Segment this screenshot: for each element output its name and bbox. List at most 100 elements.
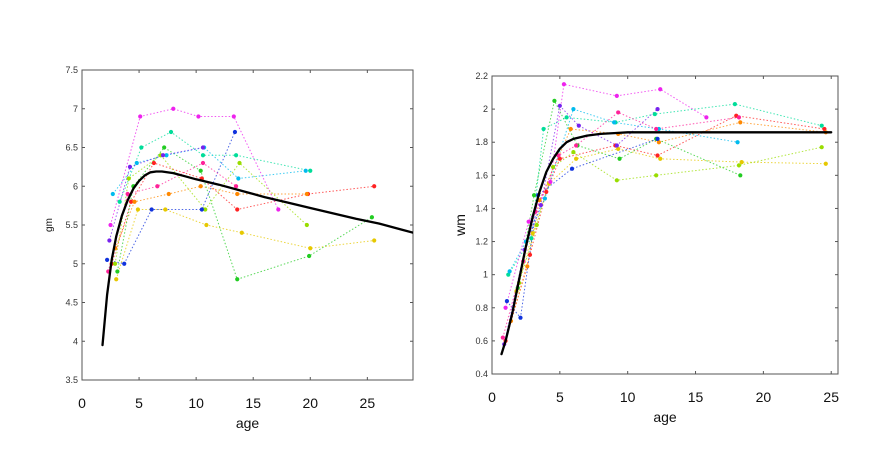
wm-data-point (655, 153, 660, 158)
gm-data-point (372, 238, 377, 243)
wm-data-point (542, 196, 548, 201)
wm-data-point (612, 120, 617, 125)
wm-ytick-label: 2 (483, 104, 488, 114)
gm-ytick-label: 7.5 (65, 65, 78, 75)
wm-data-point (655, 107, 660, 112)
wm-ytick-label: 0.8 (475, 303, 488, 313)
wm-data-point (658, 87, 663, 92)
gm-ytick-label: 6.5 (65, 143, 78, 153)
wm-data-point (504, 299, 510, 304)
wm-data-point (500, 335, 505, 340)
wm-data-point (823, 161, 828, 166)
gm-data-point (198, 184, 203, 189)
wm-data-point (525, 264, 530, 269)
wm-data-point (736, 115, 742, 120)
gm-data-point (204, 222, 209, 228)
gm-data-point (308, 246, 313, 251)
wm-data-point (569, 166, 575, 171)
wm-data-point (526, 219, 531, 224)
wm-data-point (616, 110, 621, 115)
wm-ylabel: wm (452, 214, 468, 237)
gm-ytick-label: 5.5 (65, 220, 78, 230)
gm-data-point (196, 114, 201, 119)
wm-data-point (576, 123, 581, 128)
gm-data-point (114, 277, 119, 282)
wm-ytick-label: 1.4 (475, 203, 488, 213)
gm-subject-line-1 (114, 185, 307, 249)
wm-data-point (518, 315, 523, 320)
wm-ytick-label: 1.8 (475, 137, 488, 147)
wm-data-point (529, 236, 534, 241)
gm-data-point (231, 114, 236, 119)
wm-chart: 0.4 0.6 0.8 1 1.2 1.4 1.6 1.8 2 2.2 0 5 10 15 20 25 age w… (452, 71, 839, 425)
wm-data-point (541, 126, 546, 132)
gm-data-point (171, 106, 176, 111)
gm-data-point (369, 215, 375, 220)
gm-data-point (233, 153, 239, 158)
wm-data-point (738, 120, 743, 125)
wm-data-point (822, 126, 827, 132)
wm-data-point (527, 252, 533, 257)
wm-data-point (616, 146, 621, 151)
wm-fit-curve (500, 131, 833, 356)
gm-data-point (138, 114, 143, 119)
gm-data-point (304, 191, 309, 197)
gm-data-point (304, 222, 309, 228)
gm-data-point (276, 207, 281, 212)
gm-ytick-label: 4.5 (65, 298, 78, 308)
wm-data-point (544, 189, 549, 194)
gm-data-point (237, 160, 242, 166)
gm-subject-line-6 (112, 146, 306, 195)
wm-data-point (614, 178, 619, 183)
gm-data-point (108, 222, 113, 228)
gm-data-point (199, 207, 204, 212)
wm-xtick-label: 5 (556, 389, 564, 405)
wm-data-point (568, 126, 573, 132)
wm-data-point (531, 193, 537, 198)
gm-xtick-label: 5 (135, 395, 143, 411)
wm-data-point (654, 126, 659, 132)
wm-data-point (654, 173, 659, 178)
gm-xlabel: age (236, 415, 260, 431)
gm-xtick-label: 20 (302, 395, 318, 411)
gm-subject-line-9 (110, 108, 279, 226)
wm-ytick-label: 1.2 (475, 237, 488, 247)
wm-data-point (506, 272, 511, 277)
wm-data-point (736, 163, 742, 168)
gm-data-area (101, 106, 413, 347)
gm-data-point (166, 191, 171, 197)
gm-data-point (200, 145, 206, 150)
gm-xtick-label: 25 (360, 395, 376, 411)
gm-data-point (168, 129, 174, 135)
gm-data-point (127, 164, 133, 169)
gm-data-point (126, 176, 131, 181)
gm-ylabel: gm (44, 218, 55, 232)
wm-xtick-label: 20 (756, 389, 772, 405)
wm-data-point (704, 115, 709, 120)
wm-xtick-label: 10 (620, 389, 636, 405)
gm-data-point (155, 184, 160, 189)
wm-subject-line-10 (502, 111, 739, 338)
gm-data-point (303, 168, 308, 173)
wm-data-point (564, 115, 569, 120)
gm-data-point (372, 184, 377, 189)
gm-data-point (239, 230, 244, 235)
wm-ytick-label: 1.6 (475, 170, 488, 180)
gm-data-point (117, 199, 122, 204)
gm-data-point (235, 191, 240, 197)
gm-data-point (105, 257, 110, 262)
gm-data-point (160, 153, 166, 158)
gm-data-point (149, 207, 154, 212)
wm-data-point (617, 156, 622, 161)
gm-chart: 3.5 4 4.5 5 5.5 6 6.5 7 7.5 0 5 10 15 20 25 age gm (44, 65, 414, 431)
wm-data-point (534, 222, 539, 228)
gm-data-point (107, 238, 112, 243)
wm-data-point (557, 156, 562, 161)
wm-data-point (507, 269, 512, 274)
wm-data-point (656, 140, 661, 145)
wm-data-point (614, 93, 619, 98)
gm-data-point (235, 277, 240, 282)
gm-data-point (200, 153, 206, 158)
gm-data-point (151, 160, 157, 166)
